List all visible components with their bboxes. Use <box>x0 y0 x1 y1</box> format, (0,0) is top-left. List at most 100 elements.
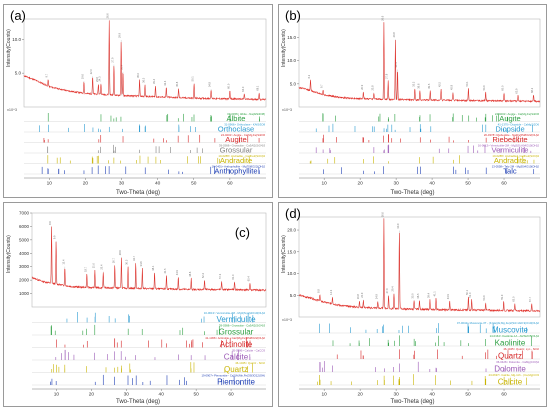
peak-label: 18.7 <box>83 266 87 272</box>
x-axis-title: Two-Theta (deg) <box>390 190 435 196</box>
peak-label: 65.4 <box>246 276 250 282</box>
peak-label: 63.0 <box>511 296 515 302</box>
phase-name: Calcite <box>498 378 523 387</box>
phase-reference: 31-0966> Orthoclase - KAlSi3O8 <box>224 123 265 127</box>
peak-label: 29.9 <box>118 32 122 38</box>
peak-label: 39.5 <box>427 83 431 89</box>
y-unit-note: x10^3 <box>282 318 292 322</box>
peak-label: 27.8 <box>385 73 389 79</box>
peak-label: 26.6 <box>380 212 384 218</box>
y-tick-label: 5.0 <box>15 71 22 76</box>
phase-reference: 13-0558> Talc-2M - Mg3Si4O10(OH)2 <box>492 165 540 169</box>
xrd-svg-c: 7000 6000 5000 4000 3000 2000 1000 8.6 9.9 12.4 18… <box>19 211 267 398</box>
y-tick-label: 4000 <box>19 251 30 256</box>
phase-reference: 39-0368> Grossular - Ca3Al2(SiO4)3 <box>219 144 266 148</box>
peak-label: 68.1 <box>256 85 260 91</box>
xrd-svg-d: 20.0 15.0 10.0 5.0 x10^3 8.8 12.3 19.8 20.9 24.9 2… <box>282 212 541 398</box>
phase-reference: 05-0586> Calcite - CaCO3 <box>232 349 265 353</box>
y-tick-label: 6000 <box>19 224 30 229</box>
phase-reference: 16-0401> Anthophyllite - Mg7Si8O22(OH)2 <box>212 165 266 169</box>
peak-label: 35.0 <box>411 293 415 299</box>
xrd-panel-b: 15.0 10.0 5.0 x10^3 6.2 9.7 20.9 23.8 26.6 27.8 29… <box>278 4 547 198</box>
peak-label: 54.9 <box>482 295 486 301</box>
peak-label: 50.1 <box>465 289 469 295</box>
peak-label: 28.6 <box>118 250 122 256</box>
peak-label: 41.5 <box>163 268 167 274</box>
peak-label: 63.9 <box>515 88 519 94</box>
x-tick-label: 40 <box>429 392 435 398</box>
peak-label: 9.9 <box>53 235 57 239</box>
x-tick-label: 40 <box>155 181 161 187</box>
x-tick-label: 60 <box>501 392 507 398</box>
x-tick-label: 60 <box>501 181 507 187</box>
y-tick-label: 5.0 <box>290 81 297 86</box>
x-tick-label: 20 <box>357 392 363 398</box>
y-axis-title: Intensity(Counts) <box>281 29 287 67</box>
xrd-svg-a: 10.0 5.0 x10^3 9.7 19.6 22.023.6 24.3 26.6 27.9 2… <box>7 13 267 187</box>
peak-label: 36.5 <box>142 77 146 83</box>
phase-reference: 46-1045> Quartz, syn - SiO2 <box>503 347 539 351</box>
peak-label: 50.1 <box>465 81 469 87</box>
x-tick-label: 50 <box>193 392 199 398</box>
phase-reference: 43-0697> Calcite, Mg-rich - (Ca,Mg)CO3 <box>489 373 540 377</box>
peak-label: 23.8 <box>370 85 374 91</box>
peak-label: 20.9 <box>360 84 364 90</box>
peak-label: 39.4 <box>152 78 156 84</box>
peak-label: 19.6 <box>80 73 84 79</box>
peak-label: 27.9 <box>110 57 114 63</box>
peak-label: 19.8 <box>356 294 360 300</box>
phase-name: Grossular <box>219 328 254 337</box>
xrd-pattern-line <box>298 22 541 103</box>
phase-reference: 14-0164> Kaolinite-1A - Al2Si2O5(OH)4 <box>490 334 540 338</box>
peak-label: 36.6 <box>416 83 420 89</box>
phase-reference: 10-0288> Andradite - Ca3Fe2(SiO4)3 <box>218 154 265 158</box>
peak-label: 35.0 <box>136 72 140 78</box>
x-tick-label: 60 <box>228 392 234 398</box>
xrd-panel-d: 20.0 15.0 10.0 5.0 x10^3 8.8 12.3 19.8 20.9 24.9 2… <box>278 202 547 407</box>
y-unit-note: x10^3 <box>282 108 292 112</box>
panel-label: (c) <box>234 225 250 240</box>
y-tick-label: 20.0 <box>287 228 296 233</box>
peak-label: 26.7 <box>111 258 115 264</box>
y-tick-label: 3000 <box>19 264 30 269</box>
peak-label: 45.8 <box>449 84 453 90</box>
peak-label: 30.9 <box>396 223 400 229</box>
peak-label: 23.6 <box>95 76 99 82</box>
plot-frame <box>23 18 267 108</box>
y-tick-label: 5000 <box>19 237 30 242</box>
x-tick-label: 60 <box>227 181 233 187</box>
peak-label: 23.4 <box>100 264 104 270</box>
peak-label: 42.5 <box>438 81 442 87</box>
x-tick-label: 10 <box>322 181 328 187</box>
peak-label: 30.5 <box>125 259 129 265</box>
phase-name: Anthophyllite <box>214 167 257 176</box>
peak-label: 8.6 <box>48 221 52 225</box>
xrd-pattern-line <box>31 226 267 292</box>
xrd-pattern-line <box>298 218 541 313</box>
peak-label: 24.3 <box>97 76 101 82</box>
y-tick-label: 1000 <box>19 291 30 296</box>
peak-label: 34.6 <box>139 261 143 267</box>
x-axis-title: Two-Theta (deg) <box>115 190 161 196</box>
peak-label: 51.0 <box>468 292 472 298</box>
x-tick-label: 30 <box>393 392 399 398</box>
peak-label: 57.3 <box>218 273 222 279</box>
xrd-panel-a: 10.0 5.0 x10^3 9.7 19.6 22.0 23.6 24.3 26.6 27.9 2… <box>3 4 273 198</box>
panel-label: (a) <box>10 8 26 23</box>
peak-label: 68.2 <box>530 87 534 93</box>
phase-reference: 10-0288> Andradite - Ca3Fe2(SiO4)3 <box>492 154 539 158</box>
phase-name: Riebeckite <box>492 135 527 144</box>
peak-label: 41.1 <box>433 291 437 297</box>
phase-name: Augite <box>499 114 520 123</box>
panel-label: (d) <box>285 206 301 221</box>
peak-label: 30.4 <box>394 62 398 68</box>
y-tick-label: 10.0 <box>287 58 296 63</box>
phase-name: Kaolinite <box>495 339 526 348</box>
y-axis-title: Intensity(Counts) <box>281 235 287 273</box>
x-tick-label: 20 <box>83 181 89 187</box>
peak-label: 29.8 <box>392 32 396 38</box>
phase-reference: 20-0378> Riebeckite - Na2Fe5Si8O22(OH)2 <box>484 133 540 137</box>
peak-label: 44.9 <box>446 294 450 300</box>
x-tick-label: 20 <box>89 392 95 398</box>
peak-label: 20.9 <box>360 292 364 298</box>
